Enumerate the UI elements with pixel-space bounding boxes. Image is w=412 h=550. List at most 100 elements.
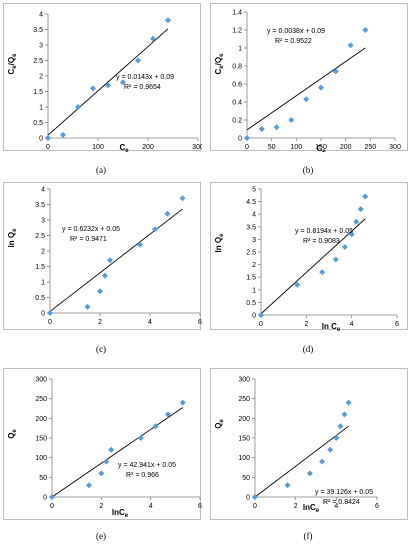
y-tick-label: 5 (252, 186, 256, 193)
x-tick-label: 2 (99, 503, 103, 510)
r-squared-label: R² = 0.8424 (323, 499, 360, 506)
r-squared-label: R² = 0.9522 (275, 38, 312, 45)
y-tick-label: 3.5 (246, 224, 256, 231)
data-point (60, 131, 66, 138)
y-tick-label: 2.5 (33, 58, 43, 65)
data-point (332, 256, 339, 263)
data-point (108, 446, 115, 453)
y-tick-label: 1 (39, 104, 43, 111)
x-axis-label: Ce (119, 143, 129, 152)
data-point (258, 312, 264, 318)
trendline (246, 47, 366, 131)
caption-b: (b) (302, 165, 314, 175)
x-tick-label: 4 (149, 503, 153, 510)
data-point (137, 241, 143, 248)
y-tick-label: 300 (35, 376, 47, 383)
x-tick-label: 4 (350, 321, 354, 328)
r-squared-label: R² = 0.9471 (70, 236, 107, 243)
data-point (179, 399, 186, 406)
x-tick-label: 6 (198, 319, 202, 326)
chart-e-svg: 0 50 100 150 200 250 300 0 2 4 6 y = 42.941x + 0.05… (7, 376, 202, 519)
y-tick-label: 100 (35, 455, 47, 462)
data-point (258, 126, 265, 132)
caption-f: (f) (303, 531, 313, 541)
x-tick-label: 300 (192, 144, 202, 151)
data-point (294, 281, 301, 288)
y-tick-label: 1 (238, 45, 242, 52)
x-tick-label: 6 (395, 321, 399, 328)
data-point (362, 27, 369, 33)
y-tick-label: 0.8 (232, 63, 242, 70)
x-tick-label: 200 (142, 144, 154, 151)
y-tick-label: 1 (252, 287, 256, 294)
data-point (75, 104, 81, 110)
data-point (341, 411, 348, 418)
y-tick-label: 3 (39, 42, 43, 49)
data-point (84, 303, 91, 310)
x-axis-label: ln Ce (322, 322, 341, 331)
y-tick-label: 1 (41, 279, 45, 286)
chart-panel-a: 0 0.5 1 1.5 2 2.5 3 3.5 4 0 100 200 300 y = 0.0143x +… (3, 3, 202, 152)
chart-b-svg: 0 0.2 0.4 0.6 0.8 1 1.2 1.4 0 50 100 150 200 250 300 y … (214, 9, 401, 152)
data-point (252, 494, 258, 500)
y-axis-label: Ce/Qe (7, 53, 18, 75)
data-point (345, 399, 352, 406)
y-tick-label: 100 (238, 455, 250, 462)
x-tick-label: 150 (315, 144, 327, 151)
trendline-equation: y = 0.0038x + 0.09 (267, 28, 325, 35)
data-point (362, 193, 369, 200)
data-point (327, 446, 334, 453)
caption-e: (e) (96, 531, 106, 541)
y-tick-label: 0.5 (246, 300, 256, 307)
caption-a: (a) (96, 165, 106, 175)
data-point (102, 272, 108, 279)
data-point (303, 96, 310, 103)
x-tick-label: 200 (340, 144, 352, 151)
data-point (45, 135, 51, 141)
x-tick-label: 2 (98, 319, 102, 326)
data-point (90, 85, 96, 92)
x-tick-label: 2 (304, 321, 308, 328)
r-squared-label: R² = 0.9083 (303, 238, 340, 245)
data-point (273, 124, 280, 131)
x-tick-label: 100 (290, 144, 302, 151)
data-point (244, 135, 250, 141)
y-tick-label: 1.5 (246, 275, 256, 282)
y-tick-label: 1.5 (35, 264, 45, 271)
y-tick-label: 2 (252, 262, 256, 269)
data-point (332, 68, 339, 75)
y-axis-label: ln Qe (7, 228, 18, 248)
trendline-equation: y = 42.941x + 0.05 (118, 462, 176, 469)
trendline (254, 425, 349, 498)
x-tick-label: 0 (245, 144, 249, 151)
x-tick-label: 2 (294, 503, 298, 510)
x-tick-label: 4 (148, 319, 152, 326)
x-axis-label: Ce (316, 144, 326, 152)
x-tick-label: 100 (92, 144, 104, 151)
data-point (164, 411, 171, 418)
data-point (284, 482, 291, 489)
chart-f-svg: 0 50 100 150 200 250 300 0 2 4 6y = 39.126x + 0.05… (214, 376, 379, 514)
y-tick-label: 250 (35, 396, 47, 403)
x-tick-label: 250 (364, 144, 376, 151)
data-point (97, 288, 103, 295)
data-point (105, 82, 111, 89)
y-tick-label: 3.5 (33, 27, 43, 34)
y-tick-label: 1.5 (33, 89, 43, 96)
x-tick-label: 6 (375, 503, 379, 510)
y-tick-label: 200 (35, 416, 47, 423)
caption-c: (c) (96, 344, 106, 354)
trendline-equation: y = 0.8194x + 0.05 (295, 228, 353, 235)
trendline-equation: y = 0.0143x + 0.09 (116, 74, 174, 81)
x-tick-label: 4 (334, 503, 338, 510)
data-point (86, 482, 92, 489)
data-point (49, 494, 55, 500)
y-tick-label: 0.6 (232, 81, 242, 88)
data-point (98, 470, 105, 477)
y-tick-label: 0.2 (232, 117, 242, 124)
x-tick-label: 0 (48, 319, 52, 326)
x-axis-label: ln Ce (91, 330, 110, 331)
data-point (103, 458, 110, 465)
y-tick-label: 2 (39, 73, 43, 80)
caption-d: (d) (302, 344, 314, 354)
